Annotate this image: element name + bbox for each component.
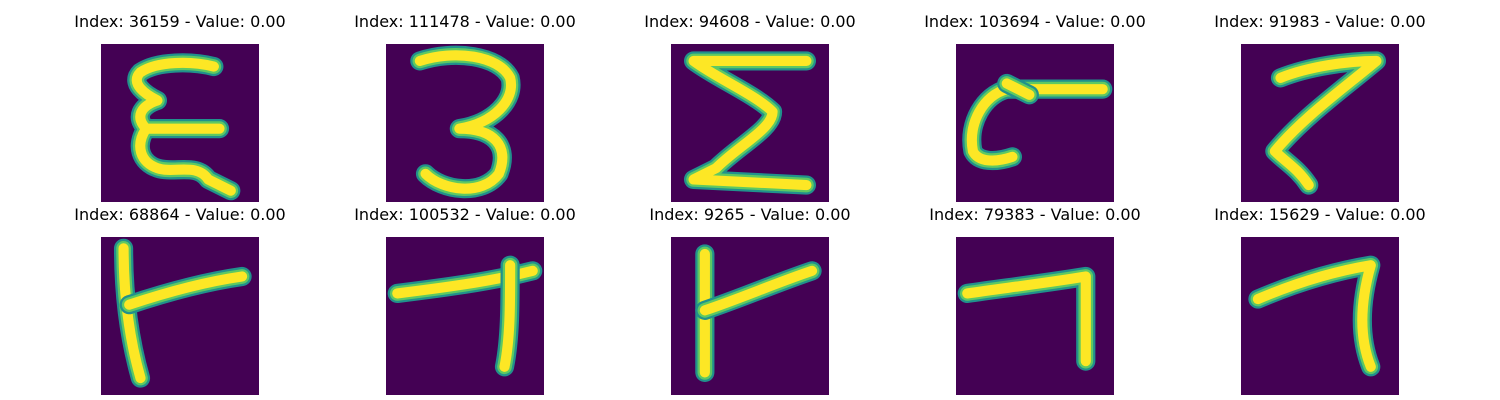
panel-title: Index: 9265 - Value: 0.00 [649, 205, 851, 224]
panel-6: Index: 68864 - Value: 0.00 [50, 203, 310, 395]
panel-2: Index: 111478 - Value: 0.00 [335, 10, 595, 202]
digit-image [386, 237, 544, 395]
panel-4: Index: 103694 - Value: 0.00 [905, 10, 1165, 202]
panel-1: Index: 36159 - Value: 0.00 [50, 10, 310, 202]
panel-title: Index: 103694 - Value: 0.00 [924, 12, 1146, 31]
glyph-seven-flat-icon [956, 237, 1114, 395]
digit-image [386, 44, 544, 202]
digit-image [956, 237, 1114, 395]
panel-title: Index: 15629 - Value: 0.00 [1214, 205, 1426, 224]
digit-image [101, 44, 259, 202]
glyph-sigma-icon [671, 44, 829, 202]
panel-10: Index: 15629 - Value: 0.00 [1190, 203, 1450, 395]
panel-title: Index: 111478 - Value: 0.00 [354, 12, 576, 31]
glyph-hook-icon [956, 44, 1114, 202]
panel-title: Index: 100532 - Value: 0.00 [354, 205, 576, 224]
panel-7: Index: 100532 - Value: 0.00 [335, 203, 595, 395]
digit-image [671, 44, 829, 202]
glyph-tee-right-icon [386, 237, 544, 395]
glyph-tee-left-icon [671, 237, 829, 395]
glyph-seven-flat-icon [1241, 237, 1399, 395]
panel-8: Index: 9265 - Value: 0.00 [620, 203, 880, 395]
panel-3: Index: 94608 - Value: 0.00 [620, 10, 880, 202]
glyph-seven-icon [1241, 44, 1399, 202]
glyph-three-icon [386, 44, 544, 202]
panel-title: Index: 94608 - Value: 0.00 [644, 12, 856, 31]
digit-image [1241, 237, 1399, 395]
panel-9: Index: 79383 - Value: 0.00 [905, 203, 1165, 395]
digit-image [956, 44, 1114, 202]
glyph-e-icon [101, 44, 259, 202]
glyph-tee-left-icon [101, 237, 259, 395]
panel-title: Index: 79383 - Value: 0.00 [929, 205, 1141, 224]
digit-image [671, 237, 829, 395]
panel-5: Index: 91983 - Value: 0.00 [1190, 10, 1450, 202]
panel-title: Index: 36159 - Value: 0.00 [74, 12, 286, 31]
panel-title: Index: 68864 - Value: 0.00 [74, 205, 286, 224]
panel-title: Index: 91983 - Value: 0.00 [1214, 12, 1426, 31]
digit-image [101, 237, 259, 395]
digit-image [1241, 44, 1399, 202]
